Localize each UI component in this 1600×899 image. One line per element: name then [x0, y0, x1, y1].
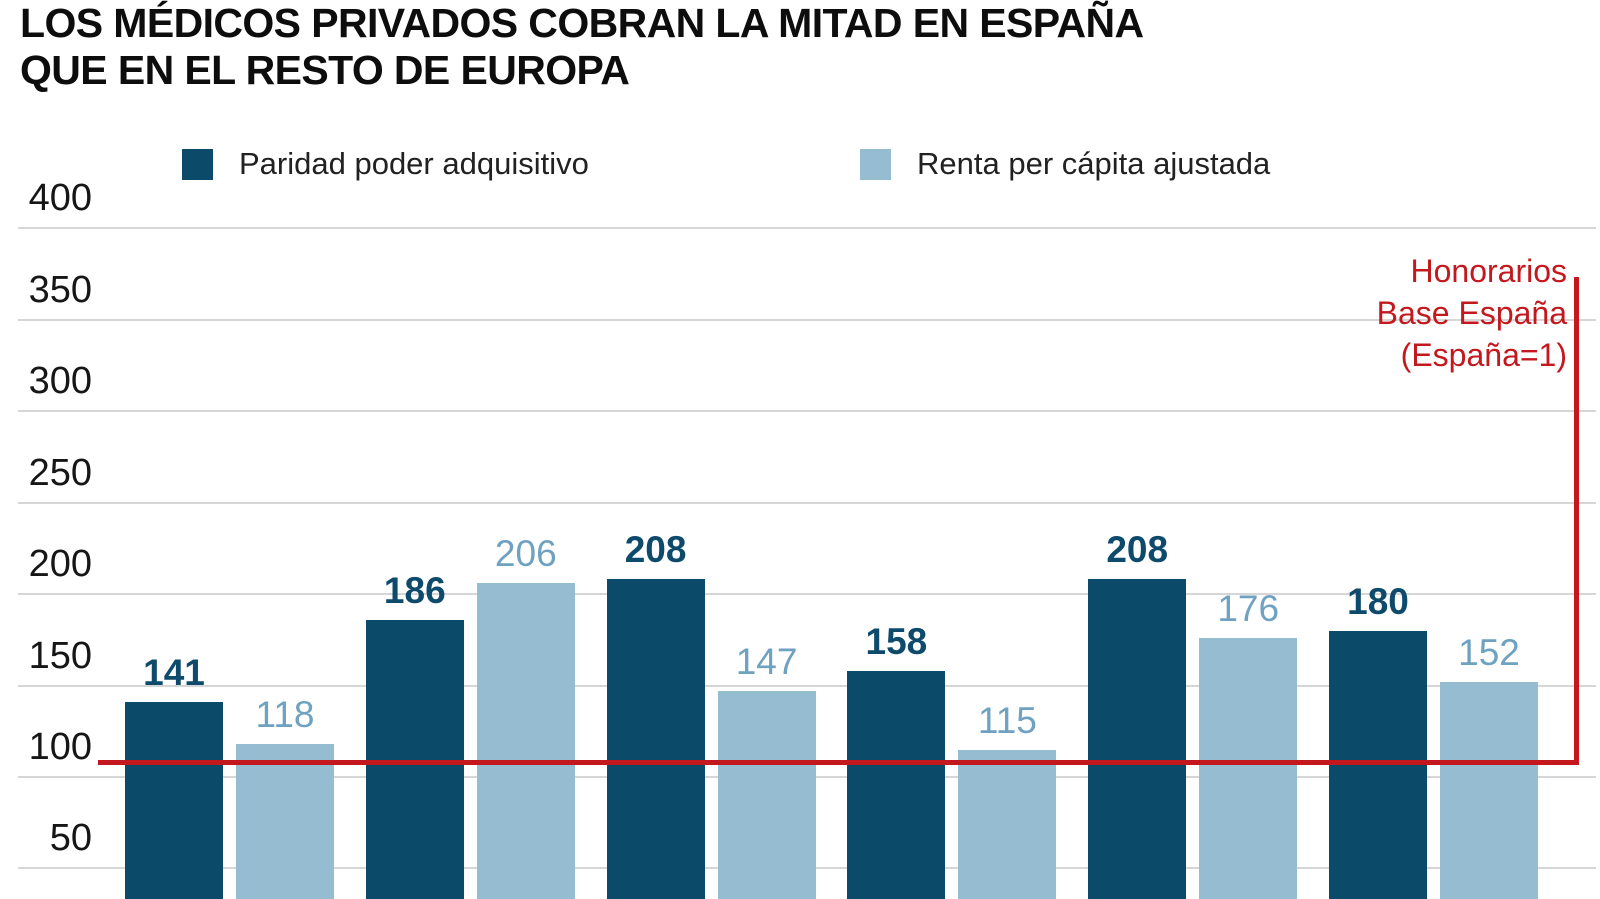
bar-value-label-light: 118	[255, 694, 315, 736]
bar-light	[1199, 637, 1298, 899]
gridline-300	[18, 410, 1596, 413]
bar-value-label-dark: 180	[1347, 580, 1409, 622]
bar-light	[236, 744, 334, 899]
bar-dark	[365, 619, 464, 899]
annotation-line3: (España=1)	[1400, 337, 1567, 373]
legend-swatch-dark	[182, 148, 213, 180]
bar-value-label-dark: 186	[383, 569, 446, 611]
y-axis-tick-label: 300	[28, 360, 92, 403]
gridline-350	[18, 318, 1596, 321]
bar-light	[717, 691, 816, 899]
annotation-line1: Honorarios	[1410, 253, 1567, 289]
bar-dark	[1088, 579, 1187, 899]
bar-light	[958, 749, 1057, 899]
bar-value-label-light: 176	[1217, 587, 1280, 629]
chart-title-line2: QUE EN EL RESTO DE EUROPA	[20, 47, 630, 93]
legend-item-renta: Renta per cápita ajustada	[860, 146, 1270, 182]
legend-label-paridad: Paridad poder adquisitivo	[239, 146, 589, 181]
reference-line-vertical	[1574, 277, 1579, 765]
y-axis-tick-label: 400	[28, 177, 92, 220]
bar-value-label-dark: 141	[143, 652, 205, 693]
legend-swatch-light	[860, 148, 891, 180]
chart-title: LOS MÉDICOS PRIVADOS COBRAN LA MITAD EN …	[20, 0, 1144, 94]
gridline-250	[18, 501, 1596, 504]
bar-value-label-dark: 208	[624, 529, 687, 571]
bar-value-label-light: 152	[1458, 631, 1520, 673]
y-axis-tick-label: 200	[28, 543, 92, 586]
bar-dark	[847, 670, 946, 899]
bar-value-label-light: 206	[494, 533, 557, 575]
bar-dark	[606, 579, 705, 899]
y-axis-tick-label: 150	[28, 634, 92, 677]
y-axis-tick-label: 100	[28, 726, 92, 768]
bar-light	[1440, 681, 1538, 899]
annotation-line2: Base España	[1376, 295, 1567, 331]
gridline-200	[18, 593, 1596, 596]
chart-title-line1: LOS MÉDICOS PRIVADOS COBRAN LA MITAD EN …	[20, 0, 1144, 46]
reference-line-horizontal	[98, 760, 1579, 765]
bar-value-label-light: 147	[735, 641, 798, 683]
gridline-150	[18, 684, 1596, 687]
reference-line-annotation: Honorarios Base España (España=1)	[1377, 250, 1567, 376]
bar-value-label-dark: 158	[865, 620, 928, 662]
bar-dark	[125, 702, 223, 899]
y-axis-tick-label: 350	[28, 268, 92, 311]
legend-label-renta: Renta per cápita ajustada	[917, 146, 1271, 181]
legend-item-paridad: Paridad poder adquisitivo	[182, 146, 589, 182]
y-axis-tick-label: 250	[28, 451, 92, 494]
y-axis-tick-label: 50	[49, 817, 92, 860]
bar-value-label-dark: 208	[1106, 529, 1169, 571]
bar-light	[476, 583, 575, 899]
bar-value-label-light: 115	[977, 699, 1037, 741]
gridline-400	[18, 227, 1596, 230]
